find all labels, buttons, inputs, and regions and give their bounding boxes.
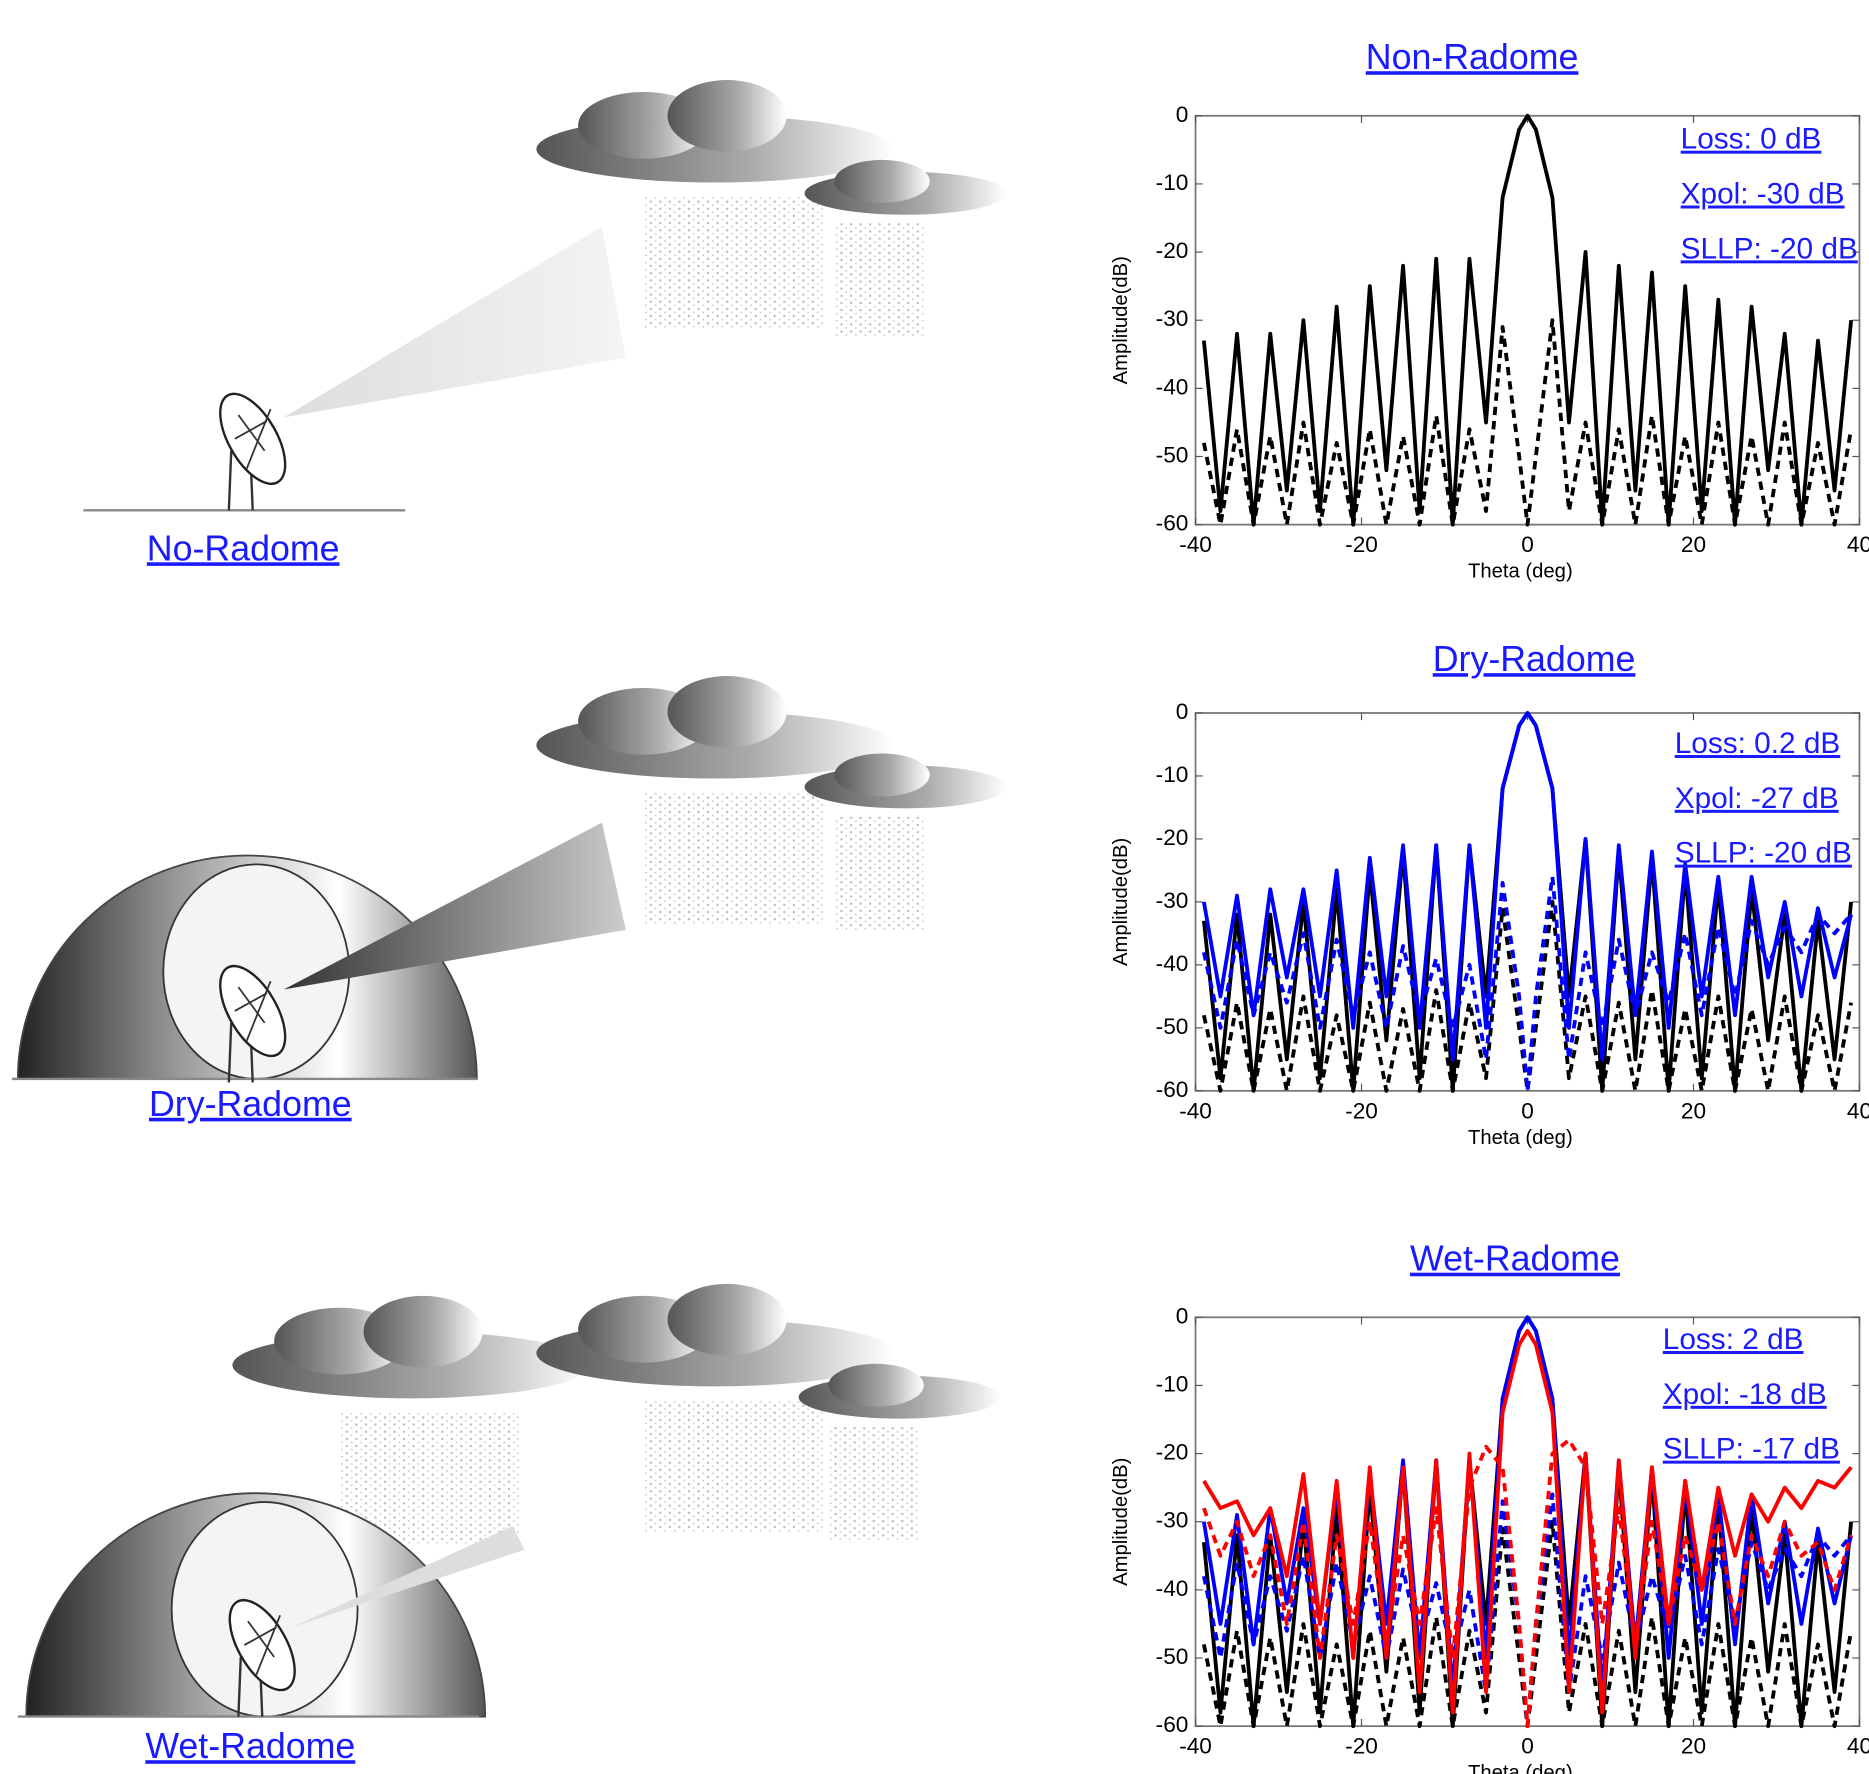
x-tick-label: 40 (1847, 1734, 1869, 1759)
x-tick-label: -40 (1179, 1734, 1212, 1759)
scene-label: Wet-Radome (145, 1726, 355, 1766)
antenna (207, 384, 298, 511)
chart: Dry-Radome0-10-20-30-40-50-60-40-2002040… (1110, 639, 1869, 1149)
chart-title: Non-Radome (1366, 37, 1579, 77)
x-tick-label: -20 (1345, 1734, 1378, 1759)
y-tick-label: -30 (1156, 306, 1189, 331)
x-tick-label: 20 (1681, 1734, 1706, 1759)
y-tick-label: -20 (1156, 238, 1189, 263)
y-axis-label: Amplitude(dB) (1110, 256, 1132, 384)
cloud (799, 1364, 1002, 1540)
x-tick-label: 0 (1521, 1734, 1534, 1759)
scene-label: No-Radome (147, 528, 340, 568)
y-tick-label: -10 (1156, 762, 1189, 787)
chart-title: Dry-Radome (1433, 639, 1636, 679)
y-tick-label: -40 (1156, 951, 1189, 976)
chart-title: Wet-Radome (1410, 1239, 1620, 1279)
y-axis-label: Amplitude(dB) (1110, 838, 1132, 966)
y-tick-label: -30 (1156, 888, 1189, 913)
y-tick-label: 0 (1176, 1303, 1189, 1328)
cloud (805, 754, 1008, 930)
x-tick-label: -40 (1179, 532, 1212, 557)
y-tick-label: 0 (1176, 102, 1189, 127)
x-tick-label: 40 (1847, 532, 1869, 557)
x-tick-label: -40 (1179, 1098, 1212, 1123)
annotation: SLLP: -20 dB (1681, 232, 1858, 265)
x-tick-label: -20 (1345, 532, 1378, 557)
beam (284, 227, 626, 418)
annotation: Loss: 0.2 dB (1675, 727, 1841, 760)
annotation: SLLP: -20 dB (1675, 837, 1852, 870)
y-axis-label: Amplitude(dB) (1110, 1458, 1132, 1586)
annotation: Loss: 0 dB (1681, 123, 1822, 156)
plot-frame (1196, 713, 1860, 1091)
y-tick-label: -20 (1156, 825, 1189, 850)
x-tick-label: 0 (1521, 1098, 1534, 1123)
y-tick-label: -20 (1156, 1440, 1189, 1465)
cloud (805, 160, 1008, 336)
x-tick-label: 40 (1847, 1098, 1869, 1123)
annotation: Xpol: -27 dB (1675, 782, 1839, 815)
y-tick-label: -50 (1156, 1014, 1189, 1039)
chart: Wet-Radome0-10-20-30-40-50-60-40-2002040… (1110, 1239, 1869, 1774)
figure: No-Radome Dry-Radome Wet-Radome Non-Rado… (0, 0, 1869, 1774)
annotation: Xpol: -30 dB (1681, 178, 1845, 211)
chart: Non-Radome0-10-20-30-40-50-60-40-2002040… (1110, 37, 1869, 582)
scene-wet-radome: Wet-Radome (18, 1284, 1001, 1766)
annotation: Loss: 2 dB (1663, 1323, 1804, 1356)
scene-no-radome: No-Radome (83, 80, 1007, 568)
y-tick-label: -50 (1156, 1644, 1189, 1669)
annotation: Xpol: -18 dB (1663, 1378, 1827, 1411)
x-tick-label: 0 (1521, 532, 1534, 557)
scene-label: Dry-Radome (149, 1084, 352, 1124)
y-tick-label: -40 (1156, 1576, 1189, 1601)
x-tick-label: -20 (1345, 1098, 1378, 1123)
y-tick-label: 0 (1176, 699, 1189, 724)
x-tick-label: 20 (1681, 532, 1706, 557)
y-tick-label: -30 (1156, 1508, 1189, 1533)
annotation: SLLP: -17 dB (1663, 1433, 1840, 1466)
y-tick-label: -10 (1156, 1371, 1189, 1396)
x-axis-label: Theta (deg) (1468, 1127, 1573, 1149)
y-tick-label: -40 (1156, 374, 1189, 399)
scene-dry-radome: Dry-Radome (12, 676, 1007, 1124)
y-tick-label: -50 (1156, 442, 1189, 467)
x-axis-label: Theta (deg) (1468, 561, 1573, 583)
x-tick-label: 20 (1681, 1098, 1706, 1123)
y-tick-label: -10 (1156, 170, 1189, 195)
x-axis-label: Theta (deg) (1468, 1762, 1573, 1774)
